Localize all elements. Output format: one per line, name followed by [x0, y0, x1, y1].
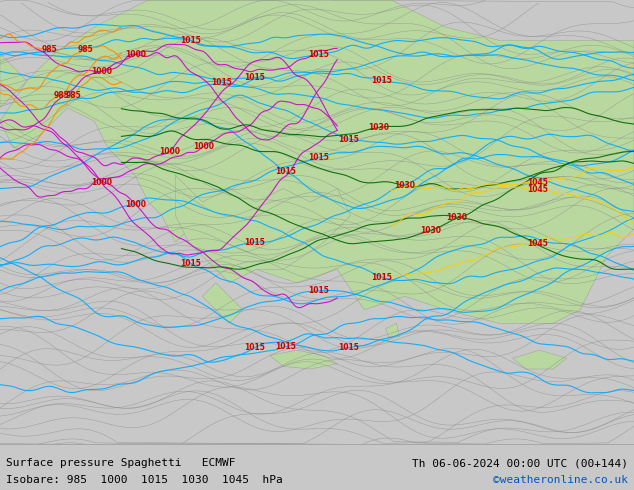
- Text: 1015: 1015: [244, 238, 265, 246]
- Text: 1015: 1015: [308, 50, 328, 59]
- Text: 985: 985: [53, 91, 69, 100]
- Text: 1015: 1015: [372, 75, 392, 85]
- Text: 1015: 1015: [181, 259, 202, 268]
- Text: 1030: 1030: [394, 181, 415, 191]
- Polygon shape: [0, 54, 27, 108]
- Text: 985: 985: [41, 45, 57, 53]
- Text: Th 06-06-2024 00:00 UTC (00+144): Th 06-06-2024 00:00 UTC (00+144): [411, 458, 628, 468]
- Text: 1015: 1015: [339, 343, 359, 352]
- Text: 1015: 1015: [308, 287, 328, 295]
- Text: 985: 985: [66, 91, 81, 100]
- Text: 1000: 1000: [91, 67, 112, 75]
- Polygon shape: [0, 0, 634, 323]
- Text: 985: 985: [78, 45, 94, 54]
- Text: 1030: 1030: [446, 213, 467, 221]
- Text: 1015: 1015: [181, 36, 202, 45]
- Text: 1015: 1015: [275, 343, 295, 351]
- Text: ©weatheronline.co.uk: ©weatheronline.co.uk: [493, 475, 628, 486]
- Text: 1000: 1000: [125, 200, 146, 209]
- Text: 1045: 1045: [527, 178, 548, 187]
- Polygon shape: [176, 175, 351, 283]
- Text: 1015: 1015: [308, 153, 328, 162]
- Text: 1015: 1015: [339, 135, 359, 144]
- Text: 1000: 1000: [125, 50, 146, 59]
- Text: 1015: 1015: [244, 73, 265, 82]
- Polygon shape: [386, 323, 399, 337]
- Polygon shape: [513, 350, 567, 369]
- Text: 1015: 1015: [275, 167, 295, 176]
- Text: 1030: 1030: [420, 226, 441, 235]
- Text: Surface pressure Spaghetti   ECMWF: Surface pressure Spaghetti ECMWF: [6, 458, 236, 468]
- Text: 1015: 1015: [372, 272, 392, 282]
- Text: 1015: 1015: [211, 78, 232, 87]
- Text: 1045: 1045: [527, 239, 548, 248]
- Text: 1030: 1030: [368, 123, 389, 132]
- Text: 1045: 1045: [527, 185, 548, 195]
- Text: 1000: 1000: [193, 142, 214, 151]
- Text: 1000: 1000: [91, 178, 112, 188]
- Polygon shape: [202, 283, 243, 323]
- Text: 1015: 1015: [244, 343, 265, 352]
- Polygon shape: [270, 350, 337, 369]
- Text: 1000: 1000: [159, 147, 180, 156]
- Text: Isobare: 985  1000  1015  1030  1045  hPa: Isobare: 985 1000 1015 1030 1045 hPa: [6, 475, 283, 486]
